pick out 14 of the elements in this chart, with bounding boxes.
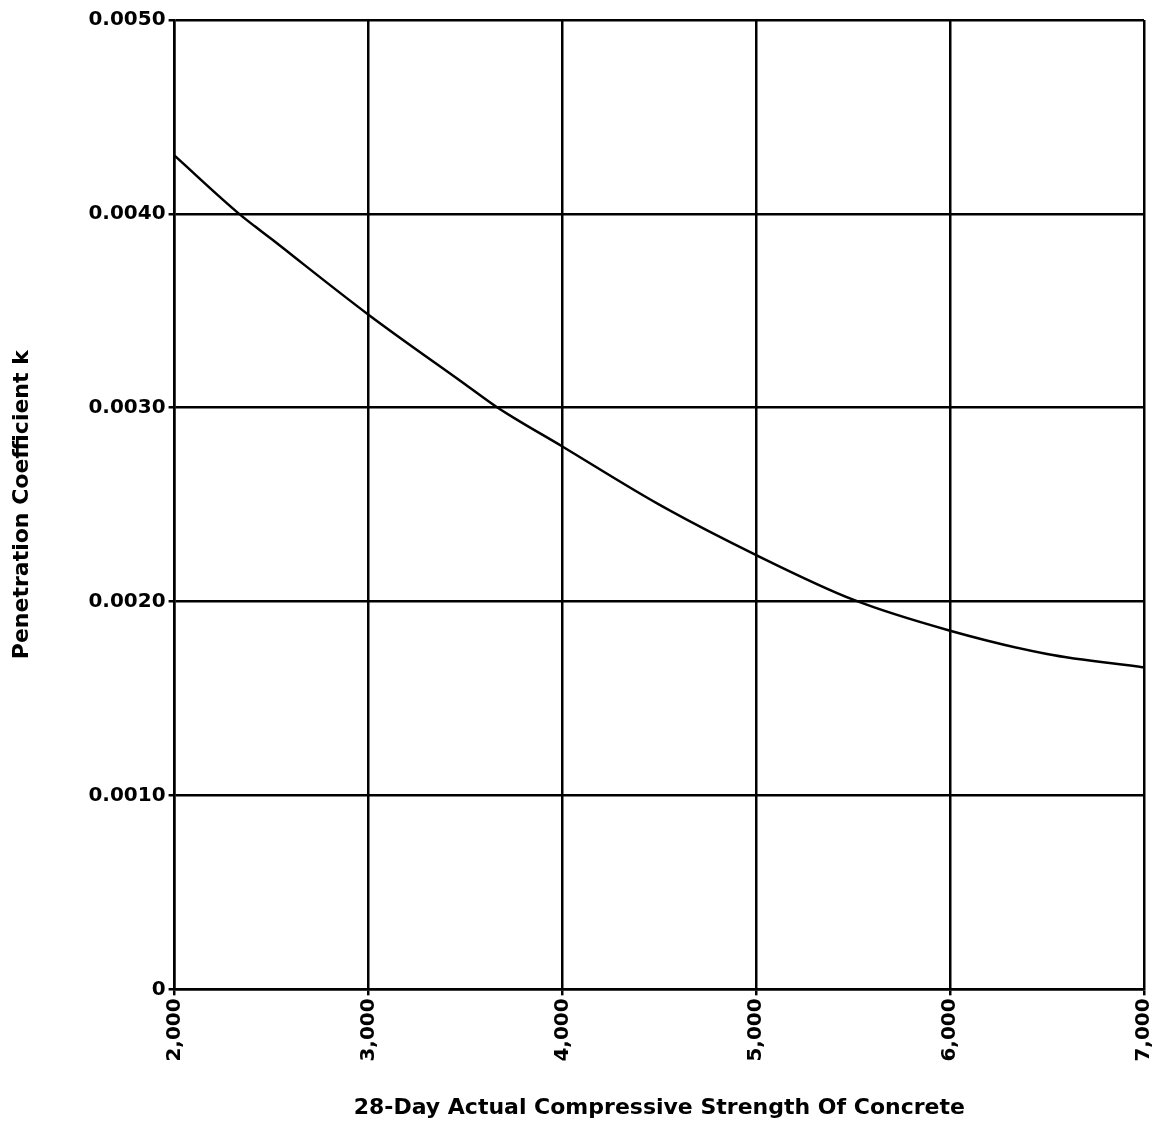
- x-tick-label: 2,000: [160, 998, 185, 1062]
- y-tick-label: 0.0040: [88, 200, 166, 225]
- y-tick-label: 0: [151, 975, 166, 1000]
- x-axis-title: 28-Day Actual Compressive Strength Of Concrete: [353, 1093, 965, 1119]
- x-tick-label: 6,000: [936, 998, 961, 1062]
- x-tick-label: 5,000: [742, 998, 767, 1062]
- y-tick-label: 0.0010: [88, 781, 166, 806]
- y-tick-label: 0.0050: [88, 6, 166, 31]
- y-tick-label: 0.0030: [88, 393, 166, 418]
- x-tick-label: 3,000: [354, 998, 379, 1062]
- x-tick-label: 4,000: [548, 998, 573, 1062]
- x-tick-label: 7,000: [1130, 998, 1155, 1062]
- y-tick-label: 0.0020: [88, 587, 166, 612]
- y-axis-title: Penetration Coefficient k: [7, 348, 33, 660]
